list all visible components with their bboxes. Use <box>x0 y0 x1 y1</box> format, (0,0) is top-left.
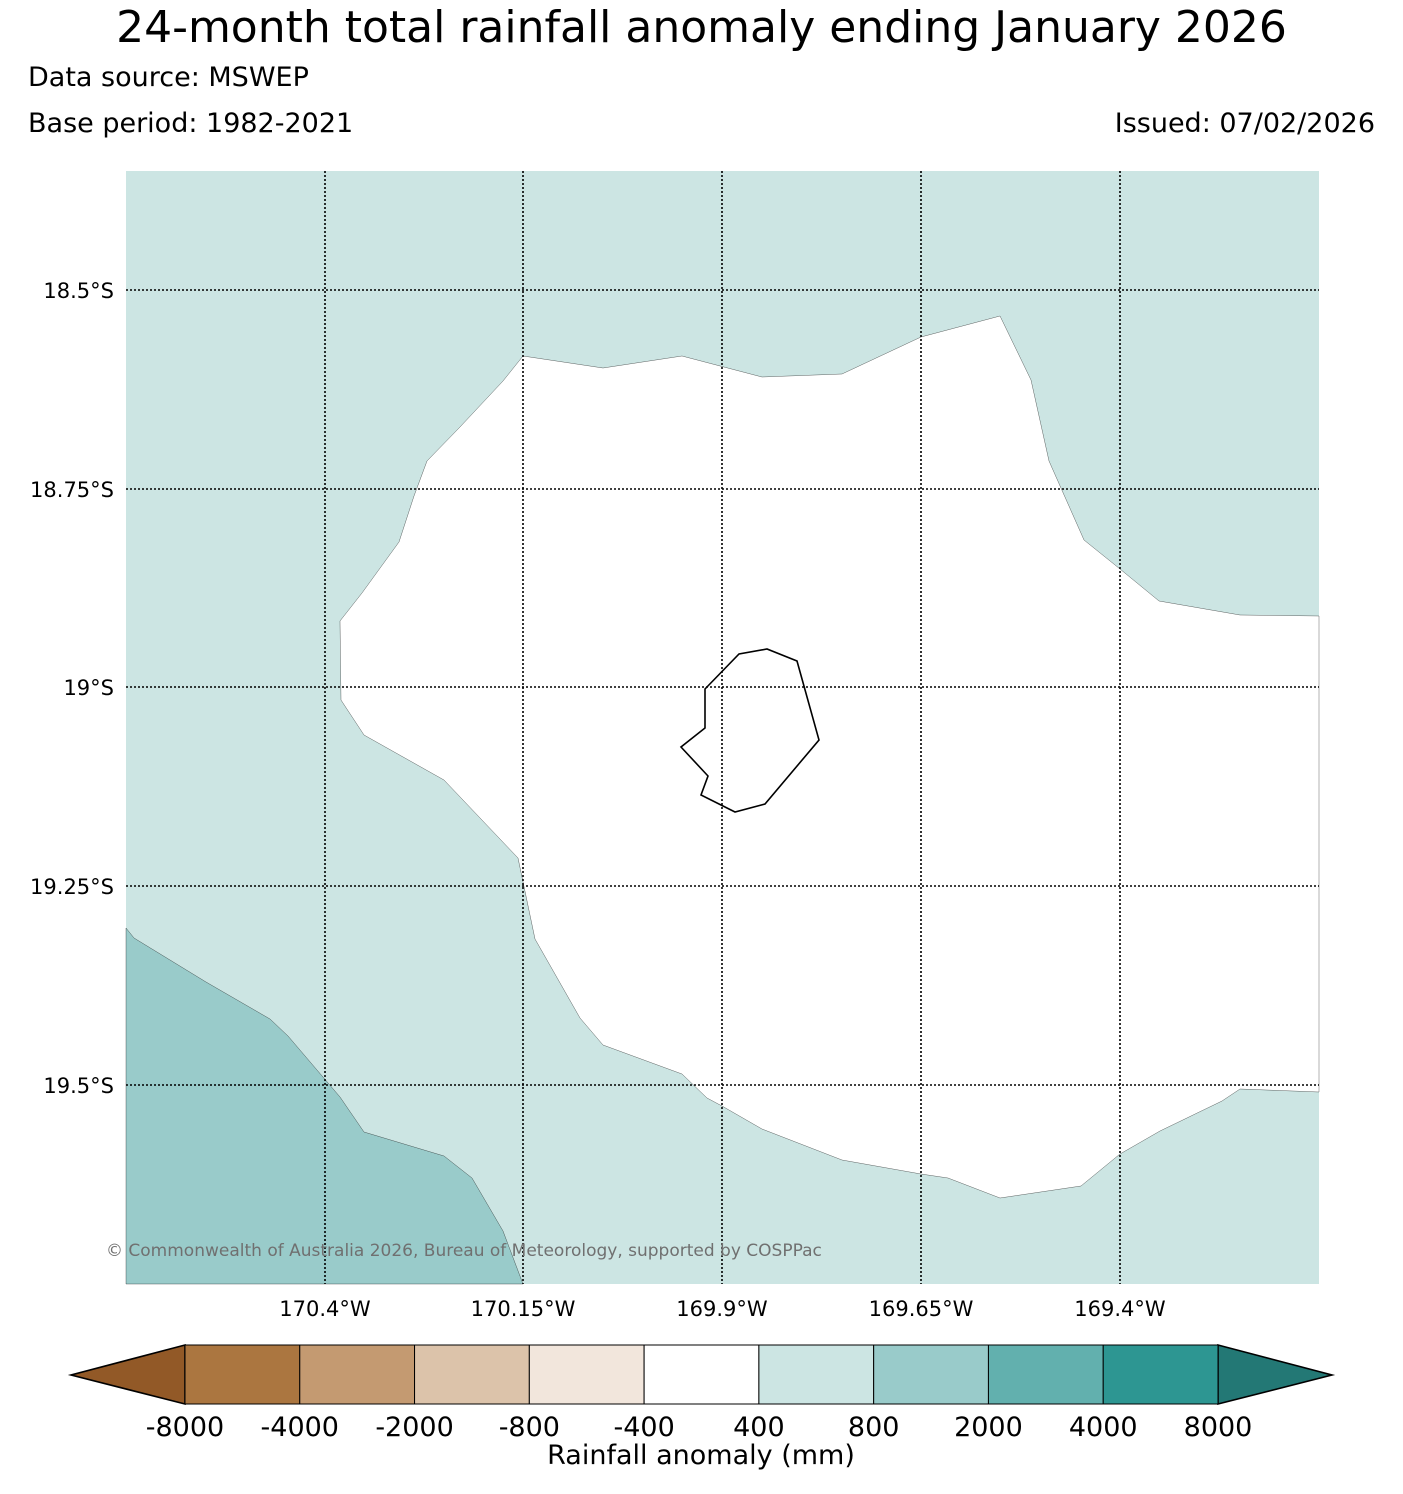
colorbar-segment <box>987 1344 1104 1405</box>
lat-label: 18.5°S <box>43 279 114 303</box>
colorbar-tick-label: 8000 <box>1184 1412 1253 1443</box>
lon-label: 169.9°W <box>676 1297 768 1321</box>
lat-label: 19.25°S <box>30 875 114 899</box>
anomaly-region-neutral <box>339 315 1320 1199</box>
colorbar-tick-label: 800 <box>848 1412 900 1443</box>
lon-label: 170.4°W <box>279 1297 371 1321</box>
colorbar-tick-label: 400 <box>733 1412 785 1443</box>
colorbar-segment <box>758 1344 875 1405</box>
map-title: 24-month total rainfall anomaly ending J… <box>116 2 1287 53</box>
colorbar-tick-label: -4000 <box>261 1412 339 1443</box>
colorbar-segment <box>414 1344 530 1405</box>
colorbar-tick-label: -2000 <box>375 1412 453 1443</box>
colorbar-tick-label: 4000 <box>1069 1412 1138 1443</box>
colorbar-label: Rainfall anomaly (mm) <box>547 1440 855 1471</box>
colorbar-segment <box>643 1344 760 1405</box>
graticule <box>126 171 1319 1284</box>
colorbar-tick-label: -8000 <box>146 1412 224 1443</box>
base-period: Base period: 1982-2021 <box>28 108 354 139</box>
colorbar-tick-label: -800 <box>499 1412 560 1443</box>
lon-label: 169.4°W <box>1074 1297 1166 1321</box>
colorbar-segment <box>299 1344 416 1405</box>
colorbar-tick-label: 2000 <box>954 1412 1023 1443</box>
data-source: Data source: MSWEP <box>28 62 309 93</box>
colorbar-segment <box>1102 1344 1219 1405</box>
island-outline <box>679 648 820 813</box>
colorbar-segment <box>184 1344 301 1405</box>
colorbar-under-arrow <box>67 1343 186 1406</box>
lat-label: 19°S <box>63 676 114 700</box>
lat-label: 18.75°S <box>30 478 114 502</box>
lon-label: 169.65°W <box>869 1297 974 1321</box>
issued-date: Issued: 07/02/2026 <box>1114 108 1375 139</box>
colorbar-tick-label: -400 <box>613 1412 674 1443</box>
colorbar: -8000 -4000 -2000 -800 -400 400 800 2000 4000 800… <box>67 1343 1336 1471</box>
lat-label: 19.5°S <box>43 1074 114 1098</box>
colorbar-segment <box>873 1344 989 1405</box>
lon-label: 170.15°W <box>471 1297 576 1321</box>
colorbar-segment <box>528 1344 645 1405</box>
colorbar-over-arrow <box>1217 1343 1336 1406</box>
copyright-text: © Commonwealth of Australia 2026, Bureau… <box>106 1241 822 1261</box>
